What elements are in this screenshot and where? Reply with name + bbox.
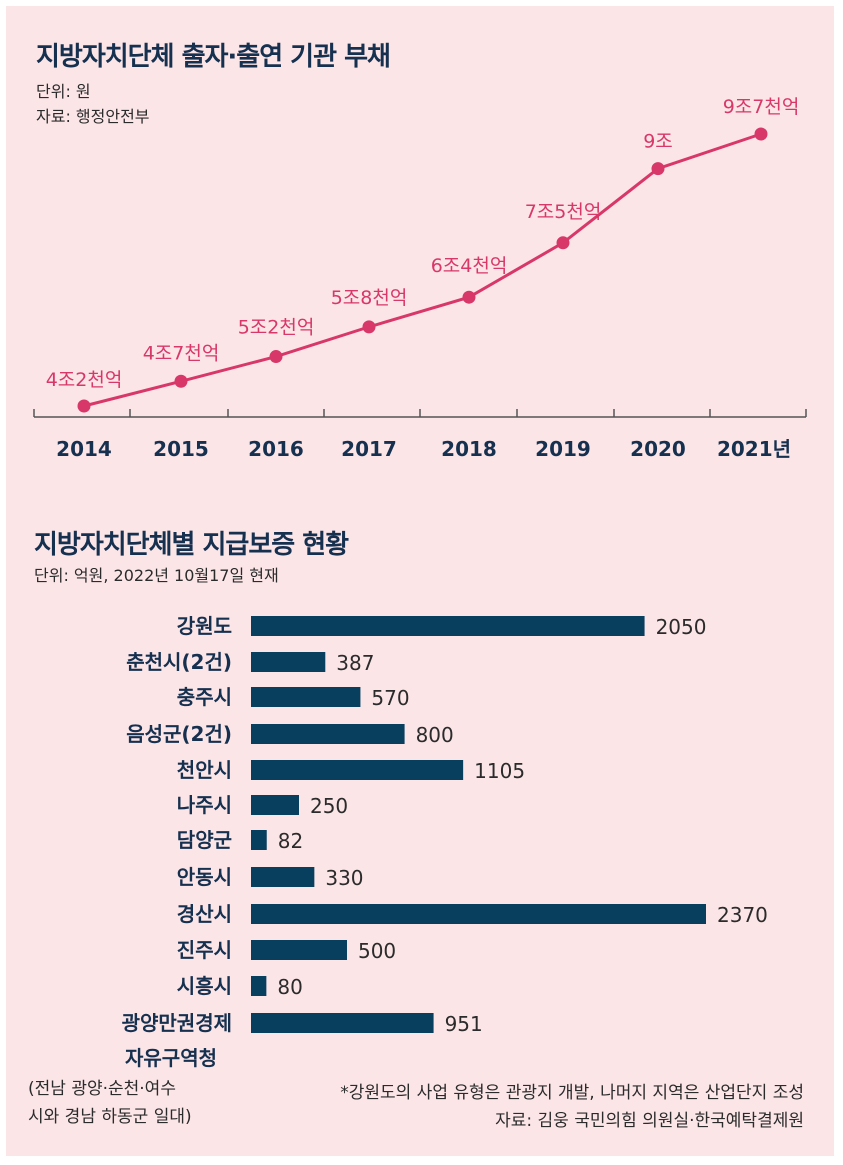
bar [251, 760, 464, 780]
x-tick-label: 2018 [441, 437, 497, 461]
bar-category-label: 담양군 [177, 828, 232, 852]
series-line [83, 132, 762, 408]
bar-value-label: 1105 [474, 759, 525, 783]
bar-value-label: 2370 [717, 903, 768, 927]
bar-category-label: 천안시 [177, 758, 232, 782]
region-note-line1: (전남 광양·순천·여수 [28, 1079, 176, 1099]
data-point [462, 290, 476, 304]
data-label: 5조2천억 [238, 317, 315, 339]
bar [251, 616, 645, 636]
data-point [651, 162, 665, 176]
chart1-unit: 단위: 원 [36, 82, 91, 101]
x-tick-label: 2014 [56, 437, 112, 461]
bar-category-label: 강원도 [177, 614, 232, 638]
bar-value-label: 250 [310, 794, 348, 818]
bar-value-label: 330 [325, 866, 363, 890]
chart1-title: 지방자치단체 출자·출연 기관 부채 [36, 42, 391, 72]
data-label: 6조4천억 [431, 255, 508, 277]
chart2-title: 지방자치단체별 지급보증 현황 [34, 530, 349, 560]
bar [251, 724, 405, 744]
data-point [77, 399, 91, 413]
bar-category-label: 진주시 [177, 938, 232, 962]
bar-value-label: 570 [371, 686, 409, 710]
bar-category-label: 시흥시 [177, 974, 232, 998]
bar [251, 867, 315, 887]
bar-category-label: 경산시 [177, 902, 232, 926]
x-tick-label: 2017 [341, 437, 397, 461]
bar-value-label: 500 [358, 939, 396, 963]
bar-category-label: 춘천시(2건) [126, 650, 232, 674]
x-tick-label: 2015 [153, 437, 209, 461]
bar-category-label: 나주시 [177, 793, 232, 817]
bar-category-label: 음성군(2건) [126, 722, 232, 746]
x-tick-label: 2016 [248, 437, 304, 461]
bar-value-label: 800 [416, 723, 454, 747]
data-label: 7조5천억 [525, 201, 602, 223]
bar [251, 795, 299, 815]
footnote: *강원도의 사업 유형은 관광지 개발, 나머지 지역은 산업단지 조성 [340, 1083, 804, 1103]
chart2-unit: 단위: 억원, 2022년 10월17일 현재 [34, 566, 279, 585]
data-point [754, 127, 768, 141]
data-label: 5조8천억 [331, 287, 408, 309]
chart1-source: 자료: 행정안전부 [36, 107, 150, 126]
region-note-line2: 시와 경남 하동군 일대) [28, 1107, 192, 1127]
bar [251, 687, 361, 707]
chart2-source: 자료: 김웅 국민의힘 의원실·한국예탁결제원 [495, 1111, 804, 1131]
data-point [269, 350, 283, 364]
bar-value-label: 951 [445, 1012, 483, 1036]
data-point [362, 320, 376, 334]
bar-category-label: 안동시 [177, 865, 232, 889]
bar [251, 904, 706, 924]
bar-category-label: 충주시 [177, 685, 232, 709]
bar-value-label: 2050 [656, 615, 707, 639]
bar [251, 940, 347, 960]
data-label: 4조7천억 [143, 342, 220, 364]
bar-label-continuation: 자유구역청 [125, 1046, 217, 1070]
data-label: 9조 [643, 131, 673, 153]
bar [251, 830, 267, 850]
x-tick-label: 2019 [535, 437, 591, 461]
data-label: 9조7천억 [723, 96, 800, 118]
bar [251, 976, 267, 996]
bar [251, 652, 326, 672]
bar [251, 1013, 434, 1033]
data-label: 4조2천억 [46, 369, 123, 391]
bar-value-label: 82 [278, 829, 303, 853]
infographic-card: 지방자치단체 출자·출연 기관 부채 단위: 원 자료: 행정안전부 지방자치단… [6, 6, 834, 1156]
bar-category-label: 광양만권경제 [122, 1011, 232, 1035]
x-tick-label: 2021년 [717, 437, 791, 461]
chart-canvas: 4조2천억 4조7천억 5조2천억 5조8천억 6조4천억 7조5천억 9조 9조7천억 201… [33, 96, 807, 1036]
x-tick-label: 2020 [630, 437, 686, 461]
bar-value-label: 80 [277, 975, 302, 999]
bar-value-label: 387 [336, 651, 374, 675]
data-point [556, 236, 570, 250]
data-point [174, 374, 188, 388]
